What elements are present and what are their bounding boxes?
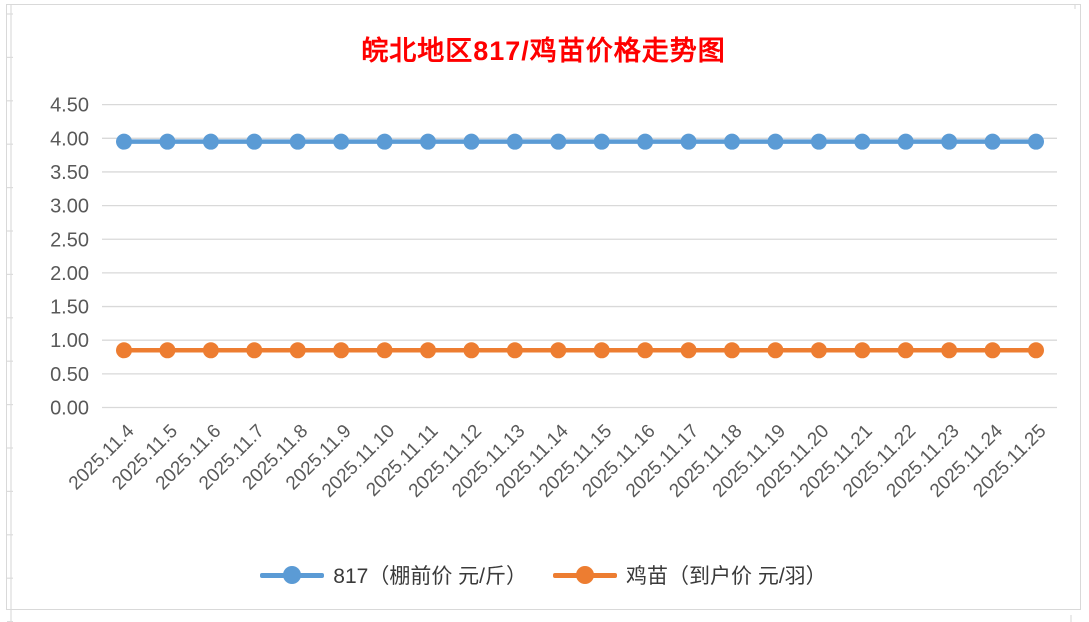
y-axis-tick-label: 0.00 <box>50 398 89 420</box>
price-chart-svg: 0.00 0.50 1.00 1.50 2.00 2.50 3.00 3.50 4.00 4.50… <box>7 5 1076 622</box>
data-point-marker <box>420 342 436 359</box>
data-point-marker <box>202 342 219 359</box>
data-point-marker <box>333 342 350 359</box>
data-point-marker <box>463 133 480 150</box>
data-point-marker <box>593 133 610 150</box>
legend-label-817: 817（棚前价 元/斤） <box>333 565 528 588</box>
data-point-marker <box>289 133 306 150</box>
data-point-marker <box>506 133 523 150</box>
y-axis-tick-label: 2.50 <box>50 229 89 251</box>
data-point-marker <box>637 133 654 150</box>
legend-line-marker-817-icon <box>260 566 325 584</box>
data-point-marker <box>550 133 567 150</box>
data-point-marker <box>724 342 740 359</box>
data-point-marker <box>767 342 784 359</box>
data-point-marker <box>506 342 523 359</box>
data-point-marker <box>897 133 914 150</box>
legend-line-marker-jimiao-icon <box>553 566 618 584</box>
data-point-marker <box>810 133 827 150</box>
data-point-marker <box>1028 342 1044 359</box>
data-point-marker <box>246 133 263 150</box>
y-axis-tick-label: 1.50 <box>50 297 89 319</box>
data-point-marker <box>116 342 132 359</box>
data-point-marker <box>984 342 1001 359</box>
chart-legend: 817（棚前价 元/斤） 鸡苗（到户价 元/羽） <box>7 557 1080 593</box>
data-point-marker <box>637 342 654 359</box>
data-point-marker <box>202 133 219 150</box>
data-point-marker <box>289 342 306 359</box>
legend-label-jimiao: 鸡苗（到户价 元/羽） <box>626 565 827 588</box>
y-axis-tick-label: 0.50 <box>50 364 89 386</box>
data-point-marker <box>376 133 393 150</box>
data-point-marker <box>550 342 567 359</box>
y-axis-tick-label: 4.50 <box>50 95 89 117</box>
data-point-marker <box>941 342 958 359</box>
data-point-marker <box>159 133 176 150</box>
data-point-marker <box>941 133 958 150</box>
legend-item-817: 817（棚前价 元/斤） <box>260 560 527 590</box>
y-axis-tick-label: 1.00 <box>50 330 89 352</box>
data-point-marker <box>463 342 480 359</box>
y-axis-tick-label: 3.00 <box>50 196 89 218</box>
data-point-marker <box>680 133 697 150</box>
data-point-marker <box>680 342 697 359</box>
y-axis-tick-label: 3.50 <box>50 162 89 184</box>
data-point-marker <box>246 342 263 359</box>
data-point-marker <box>810 342 827 359</box>
data-point-marker <box>159 342 176 359</box>
data-point-marker <box>724 133 740 150</box>
data-point-marker <box>376 342 393 359</box>
data-point-marker <box>854 133 871 150</box>
data-point-marker <box>984 133 1001 150</box>
chart-title: 皖北地区817/鸡苗价格走势图 <box>361 36 726 66</box>
data-point-marker <box>116 133 132 150</box>
data-point-marker <box>854 342 871 359</box>
data-point-marker <box>420 133 436 150</box>
data-point-marker <box>897 342 914 359</box>
legend-item-jimiao: 鸡苗（到户价 元/羽） <box>553 560 827 590</box>
y-axis-tick-label: 4.00 <box>50 128 89 150</box>
data-point-marker <box>767 133 784 150</box>
chart-container[interactable]: 皖北地区817/鸡苗价格走势图 0.00 0.50 1.00 1.50 2.00 2.50… <box>6 4 1081 622</box>
y-axis-tick-label: 2.00 <box>50 263 89 285</box>
data-point-marker <box>333 133 350 150</box>
data-point-marker <box>1028 133 1044 150</box>
data-point-marker <box>593 342 610 359</box>
